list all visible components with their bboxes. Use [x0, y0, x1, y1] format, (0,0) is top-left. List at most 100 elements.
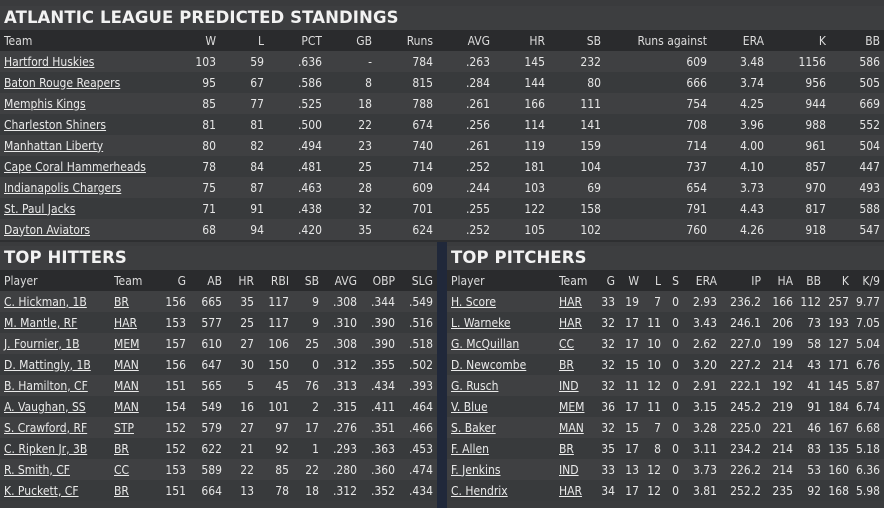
player-link[interactable]: S. Baker — [451, 420, 496, 435]
team-link[interactable]: MAN — [559, 420, 584, 435]
pitchers-header-k[interactable]: K — [821, 270, 849, 291]
player-link[interactable]: D. Newcombe — [451, 357, 527, 372]
hitters-header-sb[interactable]: SB — [289, 270, 319, 291]
team-link[interactable]: Cape Coral Hammerheads — [4, 159, 146, 174]
hitters-header-player[interactable]: Player — [0, 270, 110, 291]
player-link[interactable]: S. Crawford, RF — [4, 420, 88, 435]
pitchers-header-ha[interactable]: HA — [761, 270, 793, 291]
player-link[interactable]: C. Hickman, 1B — [4, 294, 87, 309]
hitters-header-team[interactable]: Team — [110, 270, 154, 291]
pitchers-cell-player[interactable]: D. Newcombe — [447, 354, 555, 375]
team-link[interactable]: MAN — [114, 357, 139, 372]
player-link[interactable]: G. Rusch — [451, 378, 499, 393]
hitters-cell-team[interactable]: MAN — [110, 396, 154, 417]
standings-header-runs-against[interactable]: Runs against — [601, 30, 707, 51]
player-link[interactable]: F. Jenkins — [451, 462, 501, 477]
standings-cell-team[interactable]: St. Paul Jacks — [0, 198, 168, 219]
pitchers-header-team[interactable]: Team — [555, 270, 591, 291]
standings-header-sb[interactable]: SB — [545, 30, 601, 51]
standings-cell-team[interactable]: Charleston Shiners — [0, 114, 168, 135]
player-link[interactable]: R. Smith, CF — [4, 462, 70, 477]
hitters-cell-team[interactable]: MEM — [110, 333, 154, 354]
standings-header-era[interactable]: ERA — [707, 30, 764, 51]
pitchers-cell-team[interactable]: MEM — [555, 396, 591, 417]
player-link[interactable]: M. Mantle, RF — [4, 315, 78, 330]
hitters-cell-player[interactable]: C. Ripken Jr, 3B — [0, 438, 110, 459]
player-link[interactable]: L. Warneke — [451, 315, 511, 330]
hitters-cell-player[interactable]: J. Fournier, 1B — [0, 333, 110, 354]
pitchers-cell-team[interactable]: HAR — [555, 480, 591, 501]
team-link[interactable]: CC — [114, 462, 130, 477]
team-link[interactable]: IND — [559, 378, 579, 393]
pitchers-cell-player[interactable]: L. Warneke — [447, 312, 555, 333]
standings-header-pct[interactable]: PCT — [264, 30, 322, 51]
hitters-cell-team[interactable]: BR — [110, 438, 154, 459]
hitters-cell-player[interactable]: A. Vaughan, SS — [0, 396, 110, 417]
team-link[interactable]: HAR — [559, 294, 583, 309]
team-link[interactable]: MEM — [114, 336, 140, 351]
pitchers-cell-team[interactable]: BR — [555, 438, 591, 459]
pitchers-cell-team[interactable]: CC — [555, 333, 591, 354]
hitters-cell-team[interactable]: BR — [110, 291, 154, 312]
player-link[interactable]: K. Puckett, CF — [4, 483, 79, 498]
standings-cell-team[interactable]: Manhattan Liberty — [0, 135, 168, 156]
hitters-cell-team[interactable]: BR — [110, 480, 154, 501]
pitchers-header-g[interactable]: G — [591, 270, 615, 291]
hitters-header-slg[interactable]: SLG — [395, 270, 437, 291]
standings-cell-team[interactable]: Dayton Aviators — [0, 219, 168, 240]
hitters-cell-player[interactable]: B. Hamilton, CF — [0, 375, 110, 396]
hitters-cell-team[interactable]: HAR — [110, 312, 154, 333]
hitters-cell-player[interactable]: C. Hickman, 1B — [0, 291, 110, 312]
team-link[interactable]: HAR — [559, 483, 583, 498]
hitters-header-g[interactable]: G — [154, 270, 186, 291]
team-link[interactable]: Manhattan Liberty — [4, 138, 104, 153]
standings-header-k[interactable]: K — [764, 30, 826, 51]
pitchers-cell-player[interactable]: H. Score — [447, 291, 555, 312]
team-link[interactable]: STP — [114, 420, 134, 435]
team-link[interactable]: BR — [559, 441, 574, 456]
pitchers-header-k-9[interactable]: K/9 — [849, 270, 884, 291]
hitters-cell-team[interactable]: STP — [110, 417, 154, 438]
team-link[interactable]: IND — [559, 462, 579, 477]
pitchers-header-ip[interactable]: IP — [717, 270, 761, 291]
player-link[interactable]: G. McQuillan — [451, 336, 520, 351]
pitchers-cell-team[interactable]: IND — [555, 375, 591, 396]
hitters-header-rbi[interactable]: RBI — [254, 270, 289, 291]
pitchers-cell-team[interactable]: IND — [555, 459, 591, 480]
standings-header-w[interactable]: W — [168, 30, 216, 51]
standings-header-l[interactable]: L — [216, 30, 264, 51]
team-link[interactable]: Hartford Huskies — [4, 54, 95, 69]
pitchers-cell-team[interactable]: MAN — [555, 417, 591, 438]
team-link[interactable]: BR — [559, 357, 574, 372]
hitters-cell-team[interactable]: CC — [110, 459, 154, 480]
player-link[interactable]: C. Ripken Jr, 3B — [4, 441, 88, 456]
standings-cell-team[interactable]: Hartford Huskies — [0, 51, 168, 72]
standings-header-hr[interactable]: HR — [490, 30, 545, 51]
standings-header-runs[interactable]: Runs — [372, 30, 433, 51]
standings-header-avg[interactable]: AVG — [433, 30, 490, 51]
pitchers-cell-player[interactable]: V. Blue — [447, 396, 555, 417]
pitchers-cell-player[interactable]: F. Allen — [447, 438, 555, 459]
hitters-header-obp[interactable]: OBP — [357, 270, 395, 291]
pitchers-cell-player[interactable]: G. Rusch — [447, 375, 555, 396]
hitters-header-hr[interactable]: HR — [222, 270, 254, 291]
pitchers-cell-team[interactable]: HAR — [555, 291, 591, 312]
standings-header-bb[interactable]: BB — [826, 30, 884, 51]
hitters-header-avg[interactable]: AVG — [319, 270, 357, 291]
hitters-cell-team[interactable]: MAN — [110, 354, 154, 375]
pitchers-header-era[interactable]: ERA — [679, 270, 717, 291]
team-link[interactable]: St. Paul Jacks — [4, 201, 76, 216]
standings-cell-team[interactable]: Memphis Kings — [0, 93, 168, 114]
standings-cell-team[interactable]: Cape Coral Hammerheads — [0, 156, 168, 177]
pitchers-header-s[interactable]: S — [661, 270, 679, 291]
team-link[interactable]: BR — [114, 483, 129, 498]
player-link[interactable]: J. Fournier, 1B — [4, 336, 80, 351]
hitters-cell-team[interactable]: MAN — [110, 375, 154, 396]
hitters-cell-player[interactable]: M. Mantle, RF — [0, 312, 110, 333]
hitters-cell-player[interactable]: S. Crawford, RF — [0, 417, 110, 438]
pitchers-cell-player[interactable]: S. Baker — [447, 417, 555, 438]
pitchers-header-w[interactable]: W — [615, 270, 639, 291]
team-link[interactable]: Charleston Shiners — [4, 117, 107, 132]
standings-header-team[interactable]: Team — [0, 30, 168, 51]
pitchers-cell-player[interactable]: F. Jenkins — [447, 459, 555, 480]
